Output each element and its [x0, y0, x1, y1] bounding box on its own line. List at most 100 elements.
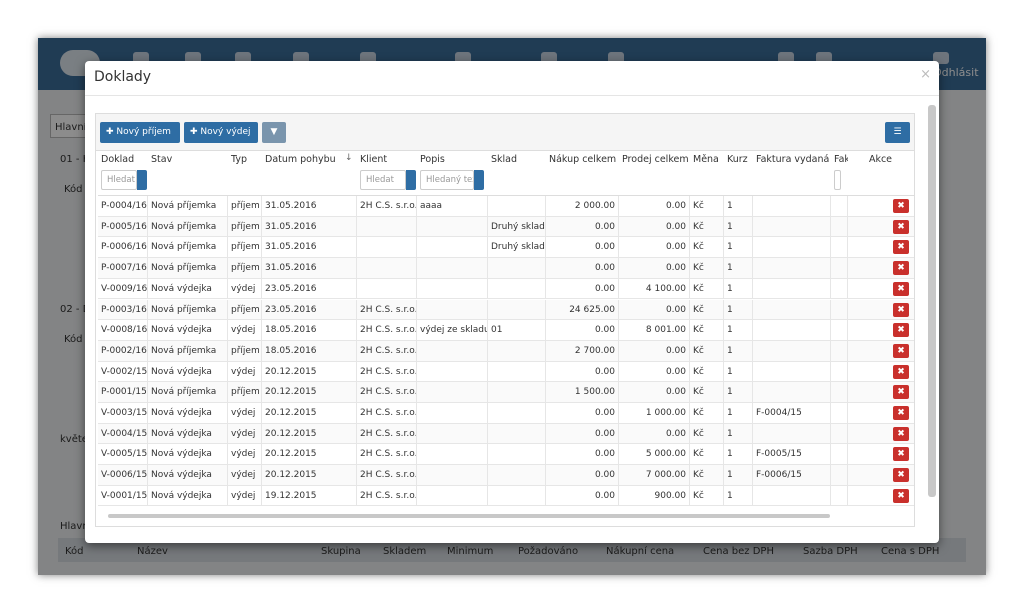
table-cell	[357, 278, 417, 300]
delete-button[interactable]: ✖	[893, 281, 909, 296]
delete-button[interactable]: ✖	[893, 447, 909, 462]
table-cell: V-0002/15	[98, 361, 148, 383]
table-cell: V-0009/16	[98, 278, 148, 300]
delete-button[interactable]: ✖	[893, 343, 909, 358]
table-row	[98, 196, 914, 217]
table-cell: 20.12.2015	[262, 382, 357, 403]
table-cell: Kč	[690, 403, 724, 424]
table-cell: F-0005/15	[753, 444, 831, 466]
delete-button[interactable]: ✖	[893, 426, 909, 441]
search-input[interactable]: Hledat	[834, 170, 841, 190]
table-cell: Nová výdejka	[148, 403, 228, 424]
table-cell: 31.05.2016	[262, 196, 357, 217]
table-cell: příjem	[228, 237, 262, 259]
search-input[interactable]: Hledat	[360, 170, 406, 190]
modal-title: Doklady	[94, 69, 152, 85]
table-cell: 1 500.00	[546, 382, 619, 403]
table-cell: V-0008/16	[98, 320, 148, 341]
table-cell	[488, 340, 546, 362]
delete-button[interactable]: ✖	[893, 323, 909, 338]
delete-button[interactable]: ✖	[893, 468, 909, 483]
table-cell	[753, 237, 831, 259]
delete-button[interactable]: ✖	[893, 261, 909, 276]
table-cell	[831, 278, 848, 300]
table-cell: Nová výdejka	[148, 278, 228, 300]
list-button[interactable]: ☰	[885, 122, 910, 143]
delete-button[interactable]: ✖	[893, 385, 909, 400]
table-cell	[831, 423, 848, 445]
table-cell	[831, 444, 848, 466]
table-cell: 900.00	[619, 485, 690, 507]
bottom-column-header: Požadováno	[518, 546, 579, 557]
table-cell: 23.05.2016	[262, 278, 357, 300]
divider	[85, 95, 939, 96]
table-cell: 0.00	[546, 423, 619, 445]
table-cell: 4 100.00	[619, 278, 690, 300]
table-row	[98, 237, 914, 259]
table-cell: výdej	[228, 320, 262, 341]
delete-button[interactable]: ✖	[893, 302, 909, 317]
table-cell	[488, 465, 546, 486]
table-cell: 0.00	[546, 361, 619, 383]
bottom-column-header: Minimum	[447, 546, 494, 557]
delete-button[interactable]: ✖	[893, 240, 909, 255]
table-cell: Nová výdejka	[148, 444, 228, 466]
search-input[interactable]: Hledaný text	[420, 170, 474, 190]
table-cell: Kč	[690, 320, 724, 341]
table-cell	[488, 382, 546, 403]
delete-button[interactable]: ✖	[893, 219, 909, 234]
vertical-scrollbar[interactable]	[928, 105, 936, 497]
table-cell: 2 700.00	[546, 340, 619, 362]
table-cell	[831, 258, 848, 279]
background-label: květen	[60, 434, 95, 445]
table-cell	[753, 258, 831, 279]
delete-button[interactable]: ✖	[893, 406, 909, 420]
table-cell	[753, 216, 831, 238]
table-cell: P-0007/16	[98, 258, 148, 279]
table-cell	[753, 485, 831, 507]
search-button[interactable]	[137, 170, 147, 190]
search-input[interactable]: Hledat	[101, 170, 137, 190]
column-header: Datum pohybu	[265, 154, 336, 165]
column-header: Akce	[868, 154, 893, 165]
table-cell	[417, 299, 488, 321]
table-cell: příjem	[228, 299, 262, 321]
logout-link[interactable]: Odhlásit	[933, 66, 979, 79]
table-cell	[753, 423, 831, 445]
table-cell: výdej	[228, 278, 262, 300]
table-cell: Kč	[690, 196, 724, 217]
new-receipt-button[interactable]: ✚ Nový příjem	[100, 122, 180, 143]
table-cell	[831, 403, 848, 424]
table-cell	[831, 196, 848, 217]
table-cell: Nová příjemka	[148, 237, 228, 259]
table-cell	[753, 196, 831, 217]
delete-button[interactable]: ✖	[893, 199, 909, 213]
table-cell: 2 000.00	[546, 196, 619, 217]
delete-button[interactable]: ✖	[893, 364, 909, 379]
new-issue-button[interactable]: ✚ Nový výdej	[184, 122, 258, 143]
table-cell: 1 000.00	[619, 403, 690, 424]
table-cell: F-0006/15	[753, 465, 831, 486]
delete-button[interactable]: ✖	[893, 488, 909, 503]
table-cell: 2H C.S. s.r.o.	[357, 423, 417, 445]
table-cell: V-0001/15	[98, 485, 148, 507]
table-cell: 1	[724, 485, 753, 507]
table-cell: Nová výdejka	[148, 465, 228, 486]
close-button[interactable]: ×	[920, 67, 931, 82]
table-cell: Nová příjemka	[148, 216, 228, 238]
column-header: Typ	[231, 154, 247, 165]
table-cell: 18.05.2016	[262, 320, 357, 341]
table-cell: 0.00	[619, 340, 690, 362]
table-cell: 20.12.2015	[262, 444, 357, 466]
horizontal-scrollbar[interactable]	[108, 514, 830, 518]
search-button[interactable]	[406, 170, 416, 190]
table-cell	[417, 423, 488, 445]
table-cell	[753, 361, 831, 383]
filter-button[interactable]: ▼	[262, 122, 286, 143]
table-cell: 0.00	[546, 403, 619, 424]
bottom-column-header: Skladem	[383, 546, 427, 557]
table-cell	[831, 465, 848, 486]
search-button[interactable]	[474, 170, 484, 190]
table-cell: Kč	[690, 465, 724, 486]
table-cell: 5 000.00	[619, 444, 690, 466]
